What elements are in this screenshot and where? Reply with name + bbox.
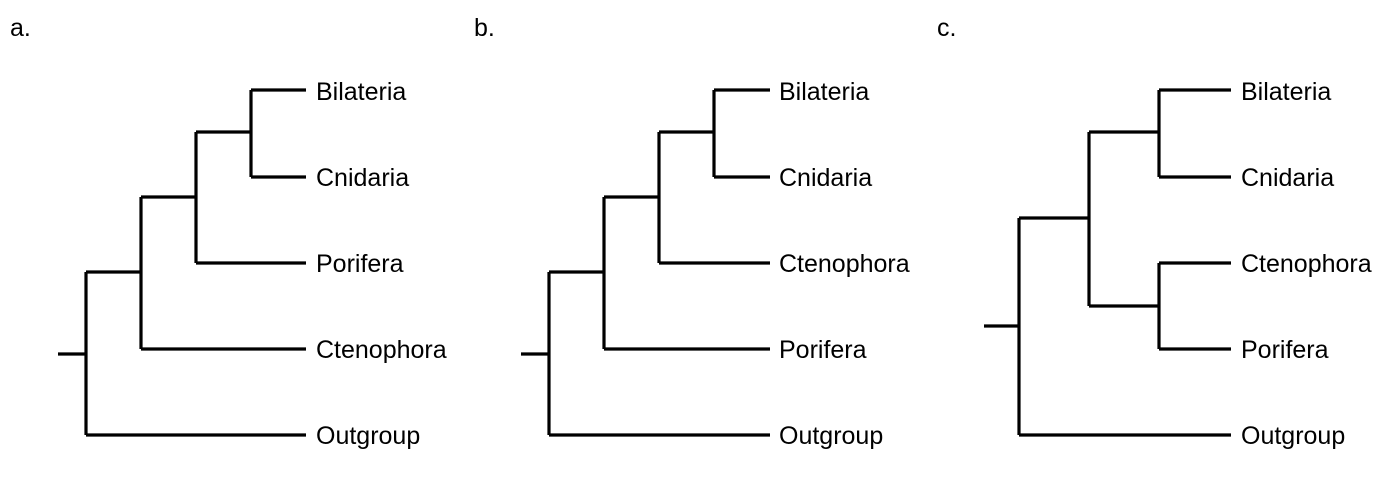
panel-c-label: c. <box>937 14 956 42</box>
taxon-label-cnidaria: Cnidaria <box>1241 164 1334 192</box>
taxon-label-cnidaria: Cnidaria <box>779 164 872 192</box>
taxon-label-ctenophora: Ctenophora <box>779 250 910 278</box>
panel-c: c. Bilateria Cnidaria Ctenophora Porifer… <box>937 14 1372 450</box>
panel-b: b. Bilateria Cnidaria Ctenophora Porifer… <box>474 14 910 450</box>
panel-a-tree <box>58 88 306 437</box>
taxon-label-ctenophora: Ctenophora <box>1241 250 1372 278</box>
taxon-label-outgroup: Outgroup <box>1241 422 1345 450</box>
taxon-label-porifera: Porifera <box>1241 336 1329 364</box>
panel-a-label: a. <box>10 14 31 42</box>
taxon-label-outgroup: Outgroup <box>316 422 420 450</box>
panel-b-tree <box>521 88 770 437</box>
taxon-label-outgroup: Outgroup <box>779 422 883 450</box>
taxon-label-bilateria: Bilateria <box>1241 78 1331 106</box>
panel-a: a. Bilateria Cnidaria Porifera Ctenophor… <box>10 14 447 450</box>
panel-c-tree <box>984 88 1231 437</box>
taxon-label-porifera: Porifera <box>316 250 404 278</box>
taxon-label-cnidaria: Cnidaria <box>316 164 409 192</box>
panel-b-label: b. <box>474 14 495 42</box>
taxon-label-porifera: Porifera <box>779 336 867 364</box>
taxon-label-bilateria: Bilateria <box>316 78 406 106</box>
taxon-label-ctenophora: Ctenophora <box>316 336 447 364</box>
taxon-label-bilateria: Bilateria <box>779 78 869 106</box>
